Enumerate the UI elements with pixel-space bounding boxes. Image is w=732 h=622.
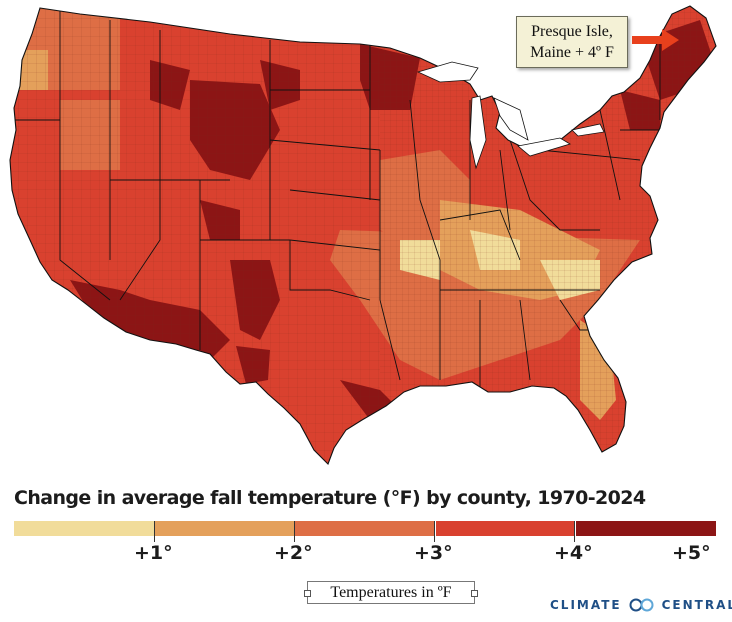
legend-tick <box>574 521 575 542</box>
units-label-box: Temperatures in ºF <box>304 581 478 604</box>
legend-tick-label: +4° <box>554 542 593 564</box>
legend-color-bar <box>14 521 716 536</box>
legend-swatch-2 <box>154 521 296 536</box>
legend-swatch-3 <box>295 521 436 536</box>
legend-tick <box>154 521 155 542</box>
legend-tick-label: +3° <box>414 542 453 564</box>
legend-tick-label: +5° <box>672 542 711 564</box>
state-boundaries <box>10 10 670 400</box>
legend-tick <box>434 521 435 542</box>
callout-line1: Presque Isle, <box>531 23 613 40</box>
resize-handle-icon <box>304 590 311 597</box>
legend-tick-label: +1° <box>134 542 173 564</box>
legend-tick-label: +2° <box>274 542 313 564</box>
climate-central-logo: CLIMATE CENTRAL <box>550 598 732 612</box>
callout-line2: Maine + 4º F <box>530 44 614 61</box>
brand-rings-icon <box>629 598 654 612</box>
resize-handle-icon <box>471 590 478 597</box>
legend-tick <box>294 521 295 542</box>
brand-name-left: CLIMATE <box>550 598 622 612</box>
legend-swatch-1 <box>14 521 155 536</box>
units-label: Temperatures in ºF <box>330 584 452 601</box>
legend-swatch-5 <box>576 521 716 536</box>
us-county-map <box>9 5 717 465</box>
legend-title: Change in average fall temperature (°F) … <box>14 487 646 509</box>
legend-swatch-4 <box>435 521 577 536</box>
map-svg <box>9 5 717 465</box>
brand-name-right: CENTRAL <box>661 598 732 612</box>
presque-isle-callout: Presque Isle, Maine + 4º F <box>516 16 628 68</box>
callout-arrow-icon <box>632 29 679 51</box>
great-lakes <box>416 61 605 170</box>
